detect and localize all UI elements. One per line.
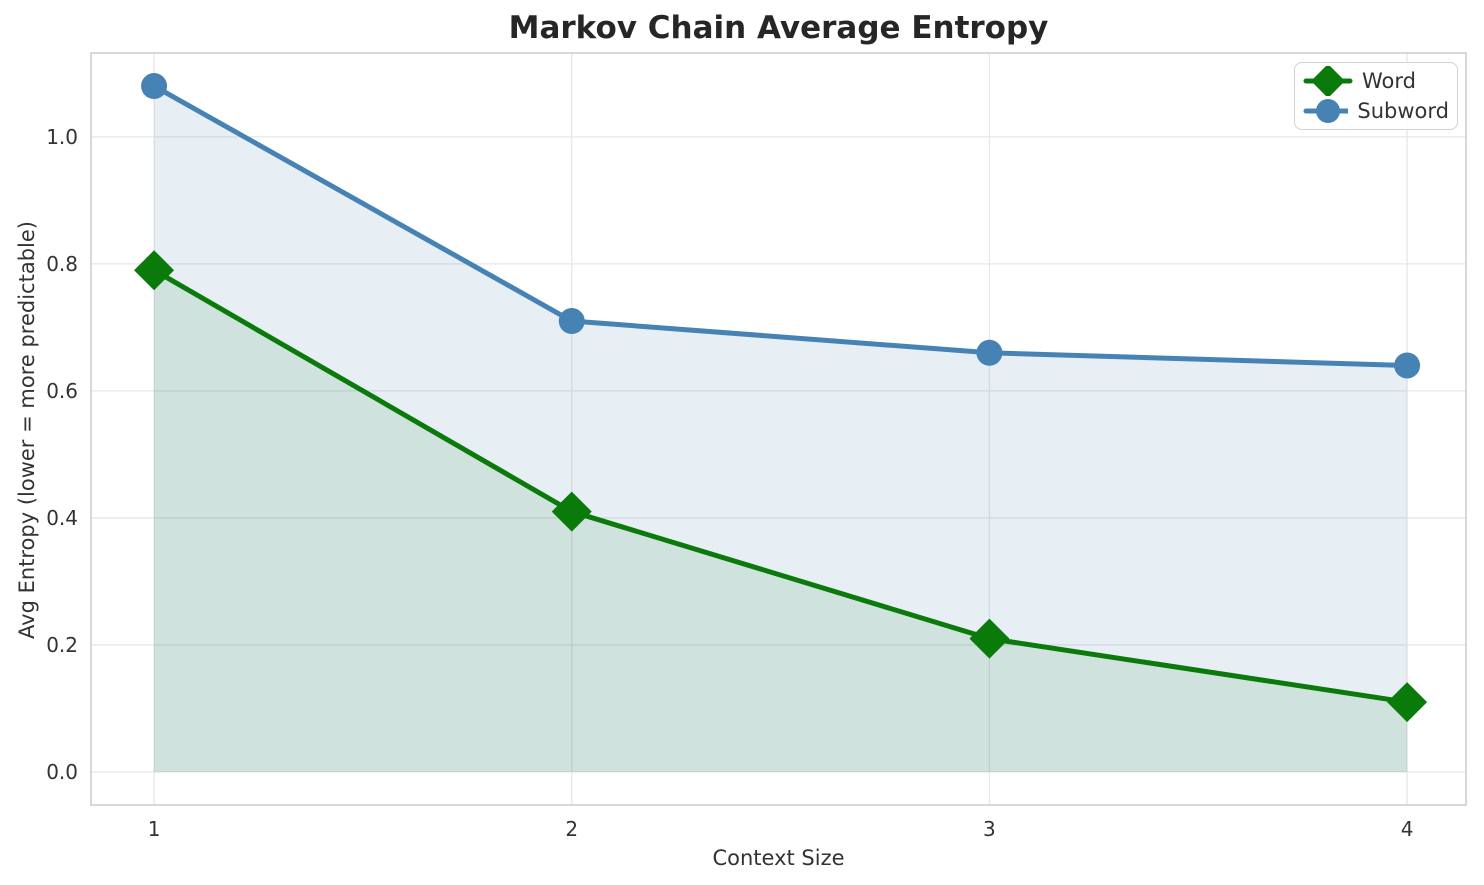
y-tick-label: 0.0 <box>46 759 78 784</box>
x-tick-label: 1 <box>147 817 161 841</box>
y-tick-label: 0.2 <box>46 632 78 657</box>
legend: Word Subword <box>1294 62 1458 130</box>
x-tick-label: 2 <box>565 817 579 841</box>
x-tick-label: 4 <box>1400 817 1414 841</box>
gridlines <box>91 53 1466 805</box>
legend-label-word: Word <box>1362 69 1416 93</box>
y-tick-label: 0.6 <box>46 378 78 403</box>
plot-border <box>90 52 1467 806</box>
subword-circle-marker-icon <box>1303 99 1349 123</box>
x-axis-label: Context Size <box>712 846 845 870</box>
y-tick-label: 0.4 <box>46 505 78 530</box>
word-diamond-marker-icon <box>1303 66 1353 96</box>
y-tick-label: 0.8 <box>46 251 78 276</box>
y-tick-label: 1.0 <box>46 124 78 149</box>
chart-title: Markov Chain Average Entropy <box>508 10 1049 46</box>
legend-label-subword: Subword <box>1357 99 1449 123</box>
data-series <box>134 73 1428 723</box>
area-fills <box>154 86 1408 772</box>
legend-item-subword: Subword <box>1303 96 1449 126</box>
legend-item-word: Word <box>1303 66 1449 96</box>
x-tick-label: 3 <box>983 817 996 841</box>
